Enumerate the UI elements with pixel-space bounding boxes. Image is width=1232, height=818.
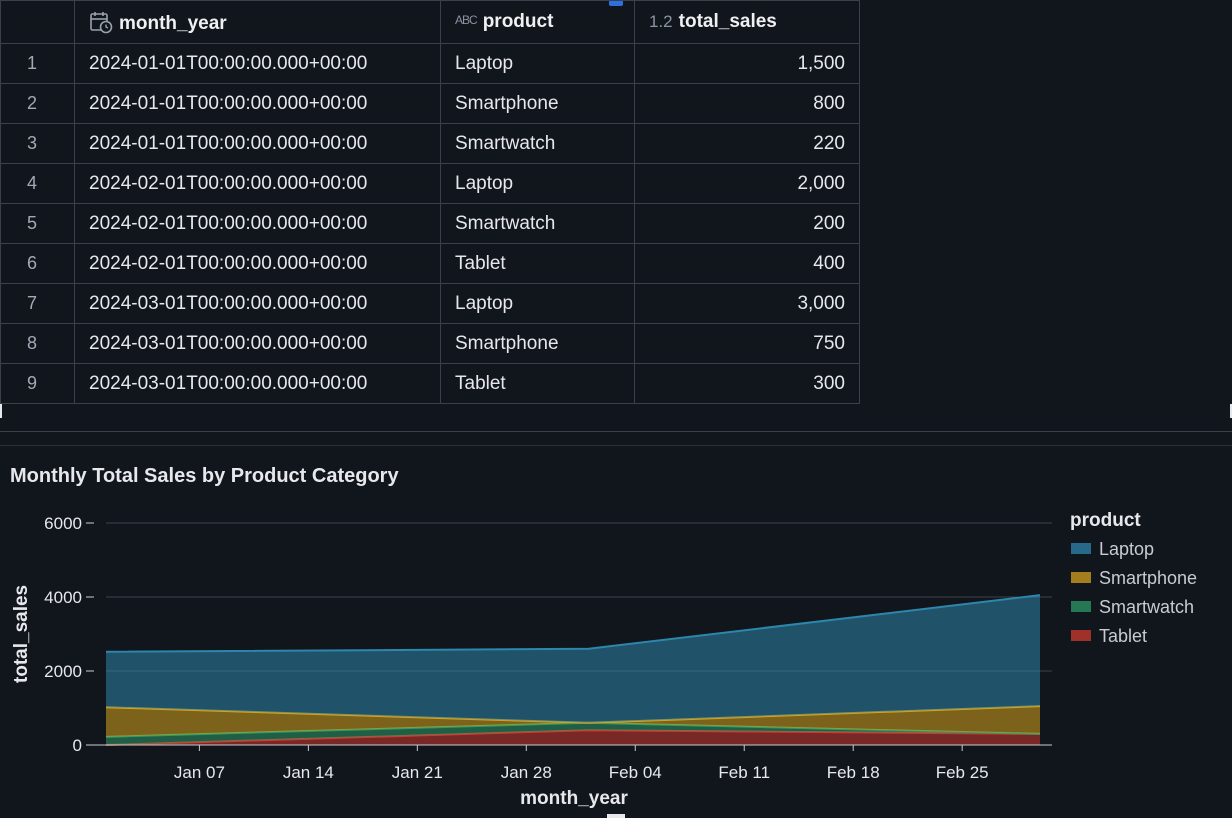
cell-month-year[interactable]: 2024-03-01T00:00:00.000+00:00	[74, 283, 441, 324]
legend-label-smartphone: Smartphone	[1099, 568, 1197, 588]
legend-label-laptop: Laptop	[1099, 539, 1154, 559]
cell-month-year[interactable]: 2024-02-01T00:00:00.000+00:00	[74, 163, 441, 204]
y-tick-label: 6000	[44, 514, 82, 533]
x-tick-label: Jan 21	[392, 763, 443, 782]
area-tablet	[106, 730, 1040, 745]
row-index-header	[0, 0, 75, 44]
row-index-cell[interactable]: 7	[0, 283, 75, 324]
legend-label-smartwatch: Smartwatch	[1099, 597, 1194, 617]
y-tick-label: 0	[73, 736, 82, 755]
x-tick-label: Feb 25	[936, 763, 989, 782]
row-index-cell[interactable]: 2	[0, 83, 75, 124]
table-row[interactable]: 4 2024-02-01T00:00:00.000+00:00 Laptop 2,00…	[0, 163, 860, 204]
cell-total-sales[interactable]: 1,500	[634, 43, 860, 84]
area-layer	[105, 594, 1041, 746]
row-index-cell[interactable]: 4	[0, 163, 75, 204]
x-tick-label: Feb 04	[609, 763, 662, 782]
cell-month-year[interactable]: 2024-01-01T00:00:00.000+00:00	[74, 123, 441, 164]
table-row[interactable]: 3 2024-01-01T00:00:00.000+00:00 Smartwatch…	[0, 123, 860, 164]
panel-divider-secondary	[0, 445, 1232, 446]
row-index-cell[interactable]: 8	[0, 323, 75, 364]
cell-month-year[interactable]: 2024-01-01T00:00:00.000+00:00	[74, 43, 441, 84]
area-smartphone	[106, 706, 1040, 737]
result-table: month_year ABC product 1.2 total_sales 1 20…	[0, 0, 860, 404]
resize-edge-left	[0, 404, 2, 418]
legend-swatch-laptop	[1071, 543, 1091, 554]
column-header-label: total_sales	[678, 11, 777, 32]
x-tick-label: Jan 14	[283, 763, 334, 782]
y-tick-label: 2000	[44, 662, 82, 681]
column-header-label: month_year	[119, 12, 227, 34]
area-laptop	[106, 595, 1040, 723]
x-tick-label: Feb 18	[827, 763, 880, 782]
cell-total-sales[interactable]: 200	[634, 203, 860, 244]
x-tick-label: Jan 07	[174, 763, 225, 782]
cell-product[interactable]: Laptop	[440, 43, 635, 84]
cell-total-sales[interactable]: 300	[634, 363, 860, 404]
cell-product[interactable]: Laptop	[440, 163, 635, 204]
table-row[interactable]: 6 2024-02-01T00:00:00.000+00:00 Tablet 400	[0, 243, 860, 284]
cell-product[interactable]: Smartphone	[440, 323, 635, 364]
text-type-icon: ABC	[455, 13, 478, 27]
row-index-cell[interactable]: 5	[0, 203, 75, 244]
calendar-clock-icon	[90, 11, 113, 33]
legend-label-tablet: Tablet	[1099, 626, 1147, 646]
table-header-row: month_year ABC product 1.2 total_sales	[0, 0, 860, 44]
legend-swatch-smartphone	[1071, 572, 1091, 583]
cell-product[interactable]: Laptop	[440, 283, 635, 324]
row-index-cell[interactable]: 1	[0, 43, 75, 84]
cell-total-sales[interactable]: 800	[634, 83, 860, 124]
cell-month-year[interactable]: 2024-02-01T00:00:00.000+00:00	[74, 243, 441, 284]
cell-total-sales[interactable]: 400	[634, 243, 860, 284]
column-header-month-year[interactable]: month_year	[74, 0, 441, 44]
legend: product Laptop Smartphone Smartwatch Tablet	[1070, 510, 1197, 646]
cell-total-sales[interactable]: 3,000	[634, 283, 860, 324]
chart-title: Monthly Total Sales by Product Category	[10, 465, 399, 487]
x-tick-label: Jan 28	[501, 763, 552, 782]
cell-month-year[interactable]: 2024-03-01T00:00:00.000+00:00	[74, 323, 441, 364]
table-row[interactable]: 7 2024-03-01T00:00:00.000+00:00 Laptop 3,00…	[0, 283, 860, 324]
cell-total-sales[interactable]: 750	[634, 323, 860, 364]
cell-total-sales[interactable]: 220	[634, 123, 860, 164]
row-index-cell[interactable]: 9	[0, 363, 75, 404]
resize-edge-right	[1230, 404, 1232, 418]
cell-product[interactable]: Tablet	[440, 363, 635, 404]
legend-swatch-tablet	[1071, 630, 1091, 641]
line-laptop	[105, 594, 1041, 653]
cell-month-year[interactable]: 2024-01-01T00:00:00.000+00:00	[74, 83, 441, 124]
cell-month-year[interactable]: 2024-02-01T00:00:00.000+00:00	[74, 203, 441, 244]
legend-swatch-smartwatch	[1071, 601, 1091, 612]
cell-product[interactable]: Tablet	[440, 243, 635, 284]
x-tick-label: Feb 11	[718, 763, 770, 782]
column-header-total-sales[interactable]: 1.2 total_sales	[634, 0, 860, 44]
panel-divider[interactable]	[0, 431, 1232, 432]
table-row[interactable]: 1 2024-01-01T00:00:00.000+00:00 Laptop 1,50…	[0, 43, 860, 84]
legend-title: product	[1070, 510, 1141, 531]
cell-product[interactable]: Smartphone	[440, 83, 635, 124]
axis-layer: 0 2000 4000 6000 Jan 07 Jan 14 Jan 21 Jan 28 Feb…	[11, 514, 1052, 809]
table-row[interactable]: 2 2024-01-01T00:00:00.000+00:00 Smartphone…	[0, 83, 860, 124]
number-type-icon: 1.2	[649, 12, 673, 31]
table-row[interactable]: 5 2024-02-01T00:00:00.000+00:00 Smartwatch…	[0, 203, 860, 244]
cell-product[interactable]: Smartwatch	[440, 123, 635, 164]
cell-total-sales[interactable]: 2,000	[634, 163, 860, 204]
table-row[interactable]: 9 2024-03-01T00:00:00.000+00:00 Tablet 300	[0, 363, 860, 404]
table-row[interactable]: 8 2024-03-01T00:00:00.000+00:00 Smartphone…	[0, 323, 860, 364]
cell-product[interactable]: Smartwatch	[440, 203, 635, 244]
y-axis-title: total_sales	[11, 585, 32, 683]
row-index-cell[interactable]: 3	[0, 123, 75, 164]
bottom-resize-marker	[607, 814, 625, 818]
y-tick-label: 4000	[44, 588, 82, 607]
column-header-label: product	[482, 11, 554, 32]
row-index-cell[interactable]: 6	[0, 243, 75, 284]
column-header-product[interactable]: ABC product	[440, 0, 635, 44]
area-chart: 0 2000 4000 6000 Jan 07 Jan 14 Jan 21 Jan 28 Feb…	[11, 510, 1197, 809]
x-axis-title: month_year	[520, 788, 628, 809]
cell-month-year[interactable]: 2024-03-01T00:00:00.000+00:00	[74, 363, 441, 404]
